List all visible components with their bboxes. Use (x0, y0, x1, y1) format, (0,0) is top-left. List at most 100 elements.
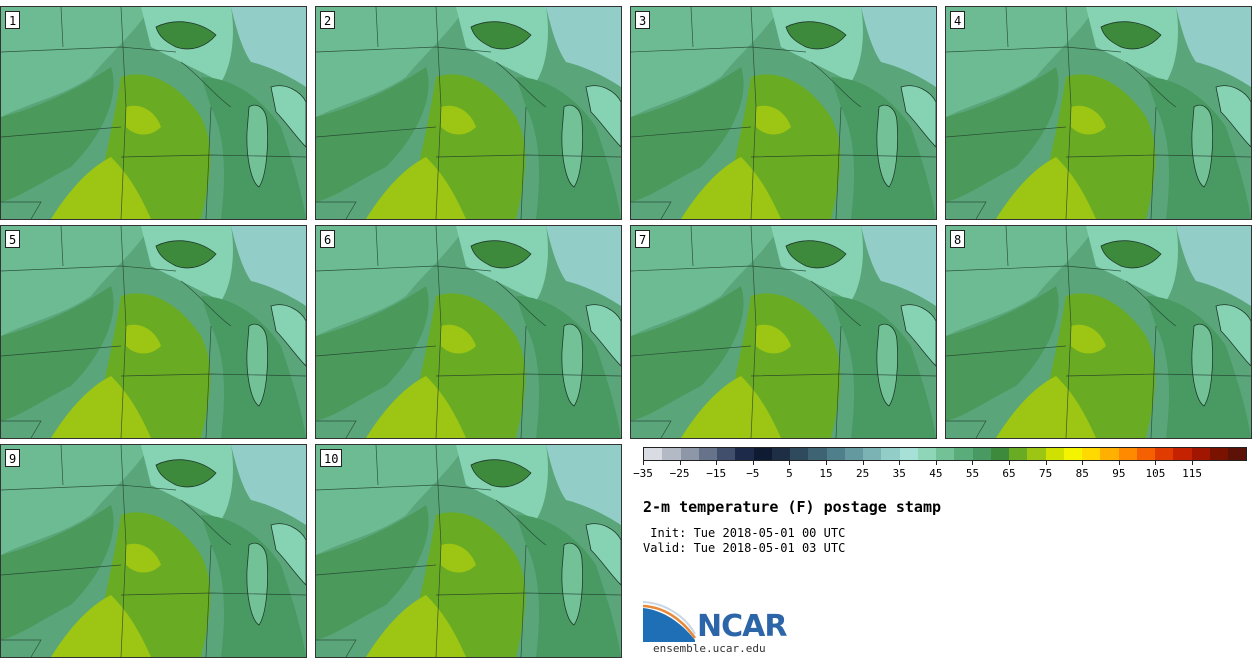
northern-plains-cool-band (631, 226, 781, 336)
state-border (1, 201, 42, 219)
panel-label: 1 (5, 11, 21, 29)
stamp-panel-2[interactable]: 2 (315, 6, 622, 220)
state-border (750, 154, 936, 158)
state-border (946, 420, 987, 438)
state-border (120, 154, 306, 158)
colorbar-tick-label: 85 (1075, 467, 1089, 480)
lake-outline (585, 85, 621, 148)
superior-shore-warm (786, 21, 846, 49)
state-border (205, 325, 212, 438)
lake-huron-cool (586, 304, 621, 366)
state-border (435, 373, 621, 377)
stamp-panel-1[interactable]: 1 (0, 6, 307, 220)
state-border (1, 420, 42, 438)
southwest-yellow-zone (366, 376, 466, 438)
colorbar-cell (1155, 448, 1174, 460)
temperature-map (316, 445, 621, 657)
colorbar-ticks: −35 −25 −15 −5 5 15 25 35 45 55 65 75 85 95 105 115 (633, 461, 1247, 481)
state-border (316, 265, 492, 272)
northeast-cool-corner (1176, 7, 1251, 87)
lake-outline (585, 304, 621, 367)
western-darker-band (631, 67, 744, 202)
northeast-cool-corner (231, 7, 306, 87)
colorbar-cell (662, 448, 681, 460)
panel-label: 6 (320, 230, 336, 248)
lake-outline (876, 104, 899, 188)
state-border (946, 345, 1067, 357)
state-border (1125, 280, 1177, 327)
stamp-panel-10[interactable]: 10 (315, 444, 622, 658)
state-border (180, 280, 232, 327)
state-border (1, 265, 177, 272)
colorbar-tick-label: 55 (965, 467, 980, 480)
website-url[interactable]: ensemble.ucar.edu (653, 642, 766, 655)
state-border (435, 7, 442, 219)
colorbar-cell (771, 448, 790, 460)
northeast-cool-corner (1176, 226, 1251, 306)
superior-shore-warm (471, 459, 531, 487)
lake-outline (470, 240, 532, 269)
state-border (1, 46, 177, 53)
northern-plains-cool-band (316, 445, 466, 555)
colorbar-cell (899, 448, 918, 460)
southwest-yellow-zone (51, 376, 151, 438)
state-border (435, 445, 442, 657)
stamp-panel-8[interactable]: 8 (945, 225, 1252, 439)
state-border (690, 7, 694, 48)
lake-huron-cool (271, 304, 306, 366)
stamp-panel-7[interactable]: 7 (630, 225, 937, 439)
colorbar-tick-label: 105 (1145, 467, 1166, 480)
lake-outline (270, 85, 306, 148)
stamp-panel-4[interactable]: 4 (945, 6, 1252, 220)
colorbar-tick (1082, 461, 1084, 465)
panel-label: 4 (950, 11, 966, 29)
plot-title: 2-m temperature (F) postage stamp (643, 498, 942, 516)
central-yellow-patch (126, 543, 161, 573)
colorbar-cell (735, 448, 754, 460)
panel-label: 5 (5, 230, 21, 248)
state-border (120, 7, 127, 219)
central-yellow-patch (1071, 324, 1106, 354)
temperature-map (631, 226, 936, 438)
lake-michigan-cool (246, 105, 268, 187)
panel-label: 10 (320, 449, 343, 467)
state-border (60, 226, 64, 267)
southwest-yellow-zone (996, 157, 1096, 219)
colorbar-tick (972, 461, 974, 465)
panel-label: 8 (950, 230, 966, 248)
colorbar-cell (936, 448, 955, 460)
stamp-panel-5[interactable]: 5 (0, 225, 307, 439)
state-border (750, 7, 757, 219)
colorbar-cell (644, 448, 663, 460)
northern-plains-cool-band (1, 7, 151, 117)
northern-plains-cool-band (946, 7, 1096, 117)
northern-plains-cool-band (1, 226, 151, 336)
northeast-cool-corner (231, 226, 306, 306)
central-yellow-patch (756, 105, 791, 135)
southwest-yellow-zone (51, 157, 151, 219)
northeast-cool-corner (861, 226, 936, 306)
colorbar-tick (1045, 461, 1047, 465)
state-border (520, 325, 527, 438)
colorbar-tick (899, 461, 901, 465)
stamp-panel-3[interactable]: 3 (630, 6, 937, 220)
state-border (120, 592, 306, 596)
colorbar-tick-label: −5 (746, 467, 760, 480)
western-darker-band (316, 505, 429, 640)
valid-time: Valid: Tue 2018-05-01 03 UTC (643, 541, 846, 555)
colorbar-cell (1136, 448, 1155, 460)
stamp-panel-6[interactable]: 6 (315, 225, 622, 439)
state-border (316, 345, 437, 357)
colorbar-tick (752, 461, 754, 465)
state-border (375, 226, 379, 267)
stamp-panel-9[interactable]: 9 (0, 444, 307, 658)
panel-label: 2 (320, 11, 336, 29)
lake-michigan-cool (561, 105, 583, 187)
state-border (1005, 7, 1009, 48)
state-border (120, 226, 127, 438)
colorbar-cell (698, 448, 717, 460)
colorbar-tick-label: 115 (1182, 467, 1203, 480)
state-border (180, 61, 232, 108)
lake-outline (900, 304, 936, 367)
colorbar-cell (972, 448, 991, 460)
